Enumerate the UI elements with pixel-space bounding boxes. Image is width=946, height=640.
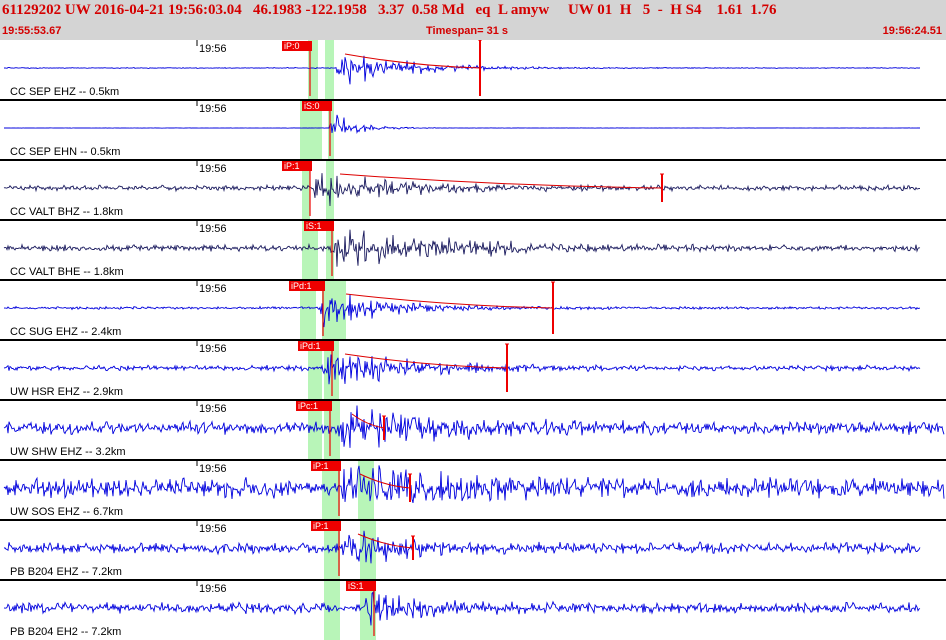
phase-pick-flag-0[interactable]: [282, 41, 312, 51]
time-tick-label: 19:56: [199, 43, 227, 55]
phase-pick-label-1: iS:0: [304, 101, 320, 111]
waveform-0[interactable]: [3, 55, 921, 85]
waveform-8[interactable]: [3, 530, 921, 564]
station-label-4: CC SUG EHZ -- 2.4km: [10, 326, 121, 338]
pick-window-1-1: [328, 100, 334, 160]
station-label-1: CC SEP EHN -- 0.5km: [10, 146, 120, 158]
phase-pick-flag-7[interactable]: [311, 461, 341, 471]
waveform-3[interactable]: [3, 229, 921, 267]
phase-pick-flag-2[interactable]: [282, 161, 312, 171]
waveform-7[interactable]: [3, 465, 945, 504]
event-summary-line: 61129202 UW 2016-04-21 19:56:03.04 46.19…: [2, 2, 777, 18]
pick-window-2-1: [326, 160, 334, 220]
pick-window-1-0: [300, 100, 322, 160]
coda-envelope-8: [357, 533, 414, 549]
phase-pick-label-3: iS:1: [306, 221, 322, 231]
pick-window-0-0: [308, 40, 318, 100]
coda-envelope-4: [345, 293, 554, 309]
waveform-6[interactable]: [3, 405, 945, 448]
coda-envelope-7: [359, 473, 411, 489]
time-tick-label: 19:56: [199, 463, 227, 475]
coda-envelope-5: [344, 353, 508, 369]
station-label-6: UW SHW EHZ -- 3.2km: [10, 446, 126, 458]
event-header-bar: 61129202 UW 2016-04-21 19:56:03.04 46.19…: [0, 0, 946, 40]
pick-window-4-0: [300, 280, 316, 340]
waveform-9[interactable]: [3, 591, 921, 626]
phase-pick-flag-4[interactable]: [289, 281, 325, 291]
time-tick-label: 19:56: [199, 523, 227, 535]
station-label-0: CC SEP EHZ -- 0.5km: [10, 86, 119, 98]
timespan-label: Timespan= 31 s: [426, 25, 509, 37]
phase-pick-flag-1[interactable]: [302, 101, 332, 111]
waveform-1[interactable]: [4, 114, 920, 134]
phase-pick-label-8: iP:1: [313, 521, 329, 531]
time-tick-label: 19:56: [199, 283, 227, 295]
coda-envelope-6: [351, 413, 386, 429]
time-tick-label: 19:56: [199, 163, 227, 175]
phase-pick-flag-6[interactable]: [296, 401, 332, 411]
time-tick-label: 19:56: [199, 583, 227, 595]
coda-envelope-2: [339, 173, 663, 189]
pick-window-5-0: [308, 340, 322, 400]
pick-window-7-0: [322, 460, 340, 520]
time-tick-label: 19:56: [199, 103, 227, 115]
station-label-3: CC VALT BHE -- 1.8km: [10, 266, 124, 278]
station-label-7: UW SOS EHZ -- 6.7km: [10, 506, 123, 518]
pick-window-6-0: [308, 400, 322, 460]
waveform-4[interactable]: [3, 294, 920, 328]
phase-pick-label-5: iPd:1: [300, 341, 321, 351]
station-label-5: UW HSR EHZ -- 2.9km: [10, 386, 123, 398]
phase-pick-label-7: iP:1: [313, 461, 329, 471]
time-tick-label: 19:56: [199, 403, 227, 415]
phase-pick-flag-5[interactable]: [298, 341, 334, 351]
phase-pick-label-2: iP:1: [284, 161, 300, 171]
end-time: 19:56:24.51: [882, 25, 942, 37]
station-label-8: PB B204 EHZ -- 7.2km: [10, 566, 122, 578]
station-label-9: PB B204 EH2 -- 7.2km: [10, 626, 121, 638]
phase-pick-label-6: iPc:1: [298, 401, 318, 411]
pick-window-2-0: [302, 160, 310, 220]
time-tick-label: 19:56: [199, 223, 227, 235]
phase-pick-flag-9[interactable]: [346, 581, 376, 591]
pick-window-0-1: [325, 40, 334, 100]
pick-window-3-1: [326, 220, 334, 280]
pick-window-3-0: [302, 220, 318, 280]
waveform-5[interactable]: [3, 354, 921, 385]
phase-pick-label-9: iS:1: [348, 581, 364, 591]
waveform-2[interactable]: [3, 173, 921, 207]
pick-window-6-1: [324, 400, 340, 460]
coda-envelope-0: [344, 53, 481, 69]
station-label-2: CC VALT BHZ -- 1.8km: [10, 206, 123, 218]
phase-pick-label-0: iP:0: [284, 41, 300, 51]
time-tick-label: 19:56: [199, 343, 227, 355]
phase-pick-flag-3[interactable]: [304, 221, 334, 231]
seismogram-panel[interactable]: 19:56 iP:0 CC SEP EHZ -- 0.5km 19:56 iS:0 CC …: [0, 40, 946, 640]
phase-pick-label-4: iPd:1: [291, 281, 312, 291]
start-time: 19:55:53.67: [2, 25, 62, 37]
phase-pick-flag-8[interactable]: [311, 521, 341, 531]
